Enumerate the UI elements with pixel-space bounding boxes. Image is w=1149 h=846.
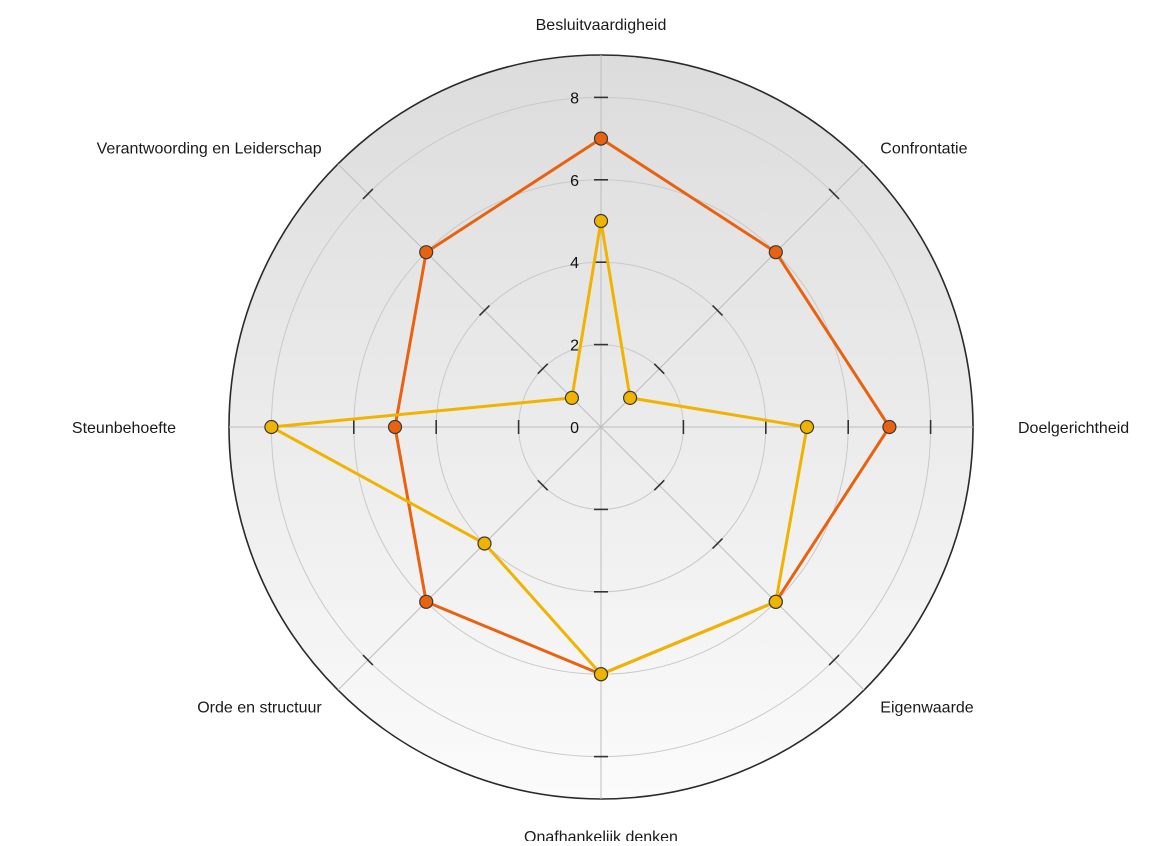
spoke-layer <box>229 55 973 799</box>
series-1-point <box>593 131 609 146</box>
r-tick-label: 4 <box>570 255 579 272</box>
series-1-point <box>768 245 783 260</box>
axis-label: Doelgerichtheid <box>1018 420 1129 437</box>
axis-label: Verantwoording en Leiderschap <box>97 141 322 158</box>
axis-tick-mark <box>653 479 665 491</box>
axis-tick-mark <box>537 363 549 375</box>
r-tick-label: 0 <box>570 420 579 437</box>
axis-tick-mark <box>537 479 549 491</box>
series-layer <box>264 131 897 682</box>
axis-label: Confrontatie <box>880 141 967 158</box>
series-2-point <box>593 667 609 682</box>
axis-tick-mark <box>828 188 840 200</box>
tick-layer: 0 2 4 6 8 <box>570 90 579 437</box>
axis-tick-mark <box>828 654 840 666</box>
series-2-point <box>477 536 492 551</box>
series-2-point <box>768 594 783 609</box>
r-tick-label: 6 <box>570 173 579 190</box>
axis-tick-mark <box>362 654 374 666</box>
axis-spoke <box>600 163 865 428</box>
axis-tick-mark <box>653 363 665 375</box>
series-2-point <box>264 419 279 435</box>
series-1-point <box>419 594 434 609</box>
axis-tick-mark <box>362 188 374 200</box>
series-1-point <box>387 419 403 435</box>
axis-tick-mark <box>712 538 724 550</box>
series-2-point <box>593 213 609 229</box>
axis-label: Onafhankelijk denken <box>524 829 678 841</box>
series-2-point <box>622 390 638 405</box>
axis-label: Orde en structuur <box>197 699 322 716</box>
series-1-point <box>419 245 434 260</box>
axis-spoke <box>337 426 602 691</box>
series-2-point <box>564 390 580 405</box>
r-tick-label: 2 <box>570 338 579 355</box>
axis-label: Steunbehoefte <box>72 420 176 437</box>
axis-spoke <box>337 163 602 428</box>
axis-label: Eigenwaarde <box>880 699 974 716</box>
axis-spoke <box>600 426 865 691</box>
axis-tick-mark <box>478 304 490 316</box>
r-tick-label: 8 <box>570 90 579 107</box>
axis-label: Besluitvaardigheid <box>536 17 667 34</box>
axis-tick-mark <box>712 304 724 316</box>
series-1-point <box>882 419 897 435</box>
series-2-point <box>799 419 815 435</box>
